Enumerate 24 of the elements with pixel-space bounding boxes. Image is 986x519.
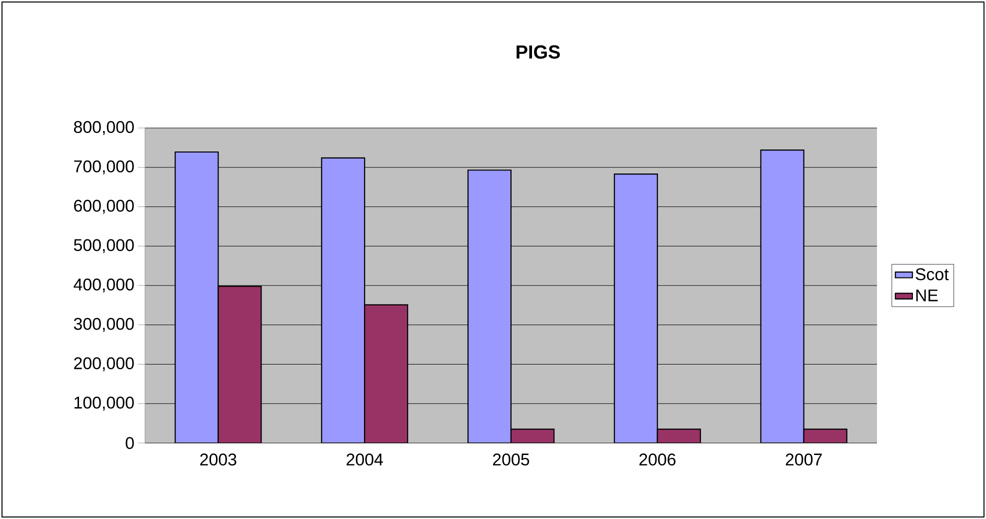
legend-label: Scot <box>916 268 949 280</box>
x-tick-label: 2005 <box>493 454 530 466</box>
y-tick-label: 300,000 <box>74 318 134 332</box>
x-tick-label: 2007 <box>786 454 822 466</box>
x-tick-label: 2006 <box>639 454 676 466</box>
y-tick-label: 600,000 <box>74 200 134 214</box>
bar <box>321 157 366 443</box>
bar <box>364 304 408 443</box>
bar <box>218 286 262 443</box>
y-tick-label: 200,000 <box>74 357 134 372</box>
bar <box>174 151 219 443</box>
y-tick-label: 100,000 <box>74 396 134 411</box>
y-tick-label: 0 <box>126 436 134 449</box>
y-tick-label: 500,000 <box>74 239 134 254</box>
legend-label: NE <box>916 290 938 302</box>
chart-title: PIGS <box>516 45 560 59</box>
x-tick-label: 2003 <box>200 454 236 466</box>
y-tick-label: 800,000 <box>74 120 134 135</box>
bar <box>467 170 512 443</box>
y-tick-label: 400,000 <box>74 278 134 292</box>
bar <box>614 174 658 443</box>
y-tick-label: 700,000 <box>74 160 134 174</box>
x-tick-label: 2004 <box>346 454 383 466</box>
bar <box>760 149 804 443</box>
